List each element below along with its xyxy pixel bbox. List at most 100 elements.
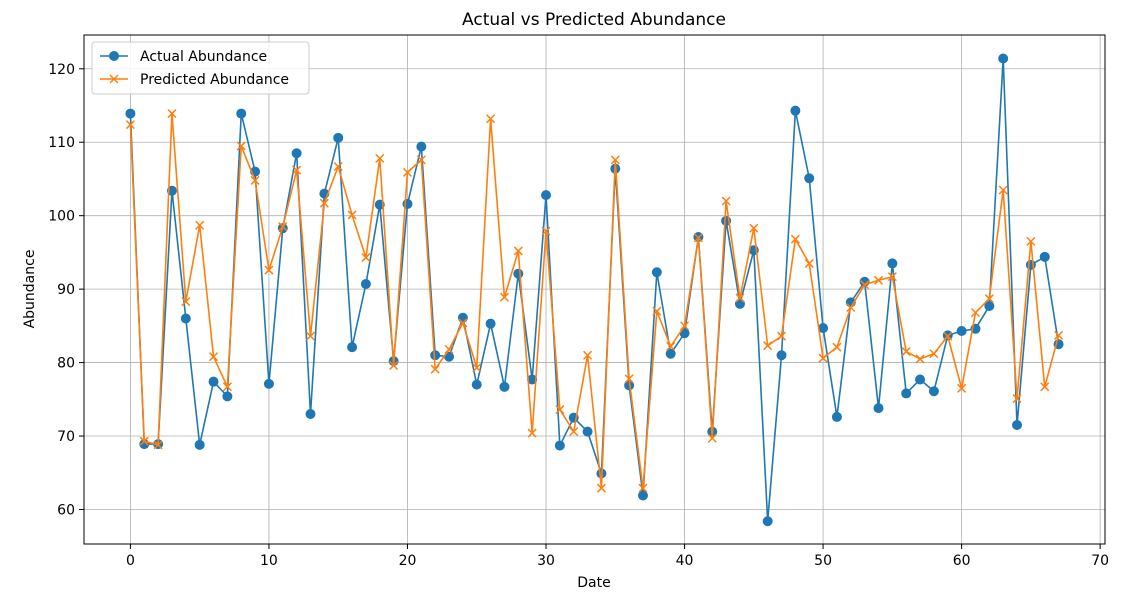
data-point-actual-abundance <box>291 148 302 159</box>
data-point-predicted-abundance <box>652 306 662 316</box>
data-point-predicted-abundance <box>139 436 149 446</box>
data-point-actual-abundance <box>734 298 745 309</box>
data-point-predicted-abundance <box>208 352 219 362</box>
data-point-predicted-abundance <box>389 360 399 371</box>
x-axis-label: Date <box>577 575 610 591</box>
legend-marker-predicted-abundance <box>109 74 119 84</box>
data-point-predicted-abundance <box>998 185 1008 195</box>
data-point-predicted-abundance <box>735 293 745 303</box>
data-point-predicted-abundance <box>167 109 177 119</box>
data-point-actual-abundance <box>790 105 801 116</box>
data-point-predicted-abundance <box>402 167 413 177</box>
data-point-predicted-abundance <box>776 331 787 341</box>
data-point-predicted-abundance <box>486 114 496 124</box>
data-point-predicted-abundance <box>680 321 690 331</box>
grid <box>84 35 1105 544</box>
data-point-actual-abundance <box>457 312 468 323</box>
legend-label-predicted-abundance: Predicted Abundance <box>140 72 289 88</box>
data-point-actual-abundance <box>194 439 205 450</box>
y-tick-label: 90 <box>57 282 75 298</box>
data-point-predicted-abundance <box>319 198 329 208</box>
data-point-predicted-abundance <box>222 382 232 392</box>
data-point-actual-abundance <box>485 318 496 329</box>
data-point-actual-abundance <box>956 325 967 336</box>
data-point-actual-abundance <box>928 386 939 397</box>
data-point-predicted-abundance <box>873 275 884 285</box>
data-point-predicted-abundance <box>569 427 579 437</box>
y-tick-label: 80 <box>57 356 75 372</box>
data-point-actual-abundance <box>347 342 358 353</box>
data-point-predicted-abundance <box>305 331 316 341</box>
data-point-actual-abundance <box>651 267 662 278</box>
data-point-predicted-abundance <box>1026 236 1036 246</box>
data-point-actual-abundance <box>263 378 274 389</box>
y-axis-label: Abundance <box>22 250 38 329</box>
data-point-predicted-abundance <box>527 428 537 438</box>
y-tick-label: 110 <box>48 135 75 151</box>
y-tick-label: 120 <box>48 62 75 78</box>
x-tick-label: 50 <box>814 553 832 569</box>
data-point-actual-abundance <box>915 374 926 385</box>
data-point-predicted-abundance <box>1040 382 1050 392</box>
data-point-predicted-abundance <box>610 155 620 165</box>
data-point-predicted-abundance <box>707 433 717 443</box>
data-point-actual-abundance <box>499 381 510 392</box>
data-point-predicted-abundance <box>596 483 606 493</box>
legend: Actual Abundance Predicted Abundance <box>91 41 310 95</box>
data-point-actual-abundance <box>333 132 344 143</box>
data-point-actual-abundance <box>901 388 912 399</box>
data-point-predicted-abundance <box>444 344 454 354</box>
x-tick-label: 30 <box>537 553 555 569</box>
data-point-predicted-abundance <box>1054 330 1064 340</box>
data-point-predicted-abundance <box>1012 394 1022 404</box>
legend-marker-actual-abundance <box>109 51 119 61</box>
x-tick-label: 70 <box>1091 553 1109 569</box>
data-point-predicted-abundance <box>347 210 357 220</box>
data-point-predicted-abundance <box>375 153 385 163</box>
data-point-actual-abundance <box>887 258 898 269</box>
data-point-predicted-abundance <box>250 175 260 185</box>
data-point-actual-abundance <box>637 490 648 501</box>
data-point-predicted-abundance <box>513 246 523 256</box>
data-point-actual-abundance <box>554 440 565 451</box>
data-point-actual-abundance <box>166 185 177 196</box>
x-tick-label: 40 <box>676 553 694 569</box>
data-point-predicted-abundance <box>749 223 759 233</box>
x-tick-label: 10 <box>260 553 278 569</box>
data-point-actual-abundance <box>998 53 1009 64</box>
data-point-predicted-abundance <box>555 405 565 415</box>
data-point-predicted-abundance <box>901 347 911 357</box>
data-point-predicted-abundance <box>832 342 842 352</box>
data-point-actual-abundance <box>776 350 787 361</box>
data-point-predicted-abundance <box>472 363 482 373</box>
data-point-actual-abundance <box>762 516 773 527</box>
data-point-predicted-abundance <box>887 272 897 282</box>
x-tick-label: 20 <box>399 553 417 569</box>
data-point-actual-abundance <box>1039 251 1050 262</box>
data-point-predicted-abundance <box>721 196 731 206</box>
data-point-predicted-abundance <box>818 353 828 363</box>
data-point-predicted-abundance <box>125 120 135 130</box>
data-point-predicted-abundance <box>181 297 191 307</box>
data-point-predicted-abundance <box>416 155 426 165</box>
data-point-predicted-abundance <box>292 165 302 175</box>
data-point-predicted-abundance <box>943 331 953 341</box>
data-point-actual-abundance <box>665 348 676 359</box>
data-point-actual-abundance <box>236 108 247 119</box>
data-point-actual-abundance <box>804 173 815 184</box>
data-point-actual-abundance <box>360 278 371 289</box>
data-point-actual-abundance <box>471 379 482 390</box>
data-point-predicted-abundance <box>638 483 648 493</box>
data-point-predicted-abundance <box>499 292 509 302</box>
data-point-predicted-abundance <box>846 302 856 313</box>
series-line-predicted-abundance <box>129 112 1060 489</box>
data-point-actual-abundance <box>180 313 191 324</box>
data-point-predicted-abundance <box>970 308 981 318</box>
data-point-predicted-abundance <box>153 440 163 450</box>
data-point-predicted-abundance <box>666 341 676 351</box>
data-point-actual-abundance <box>125 108 136 119</box>
axis-ticks: 0 10 20 30 40 50 60 70 60 70 80 90 100 110 120 <box>48 62 1109 569</box>
data-point-predicted-abundance <box>458 318 468 328</box>
